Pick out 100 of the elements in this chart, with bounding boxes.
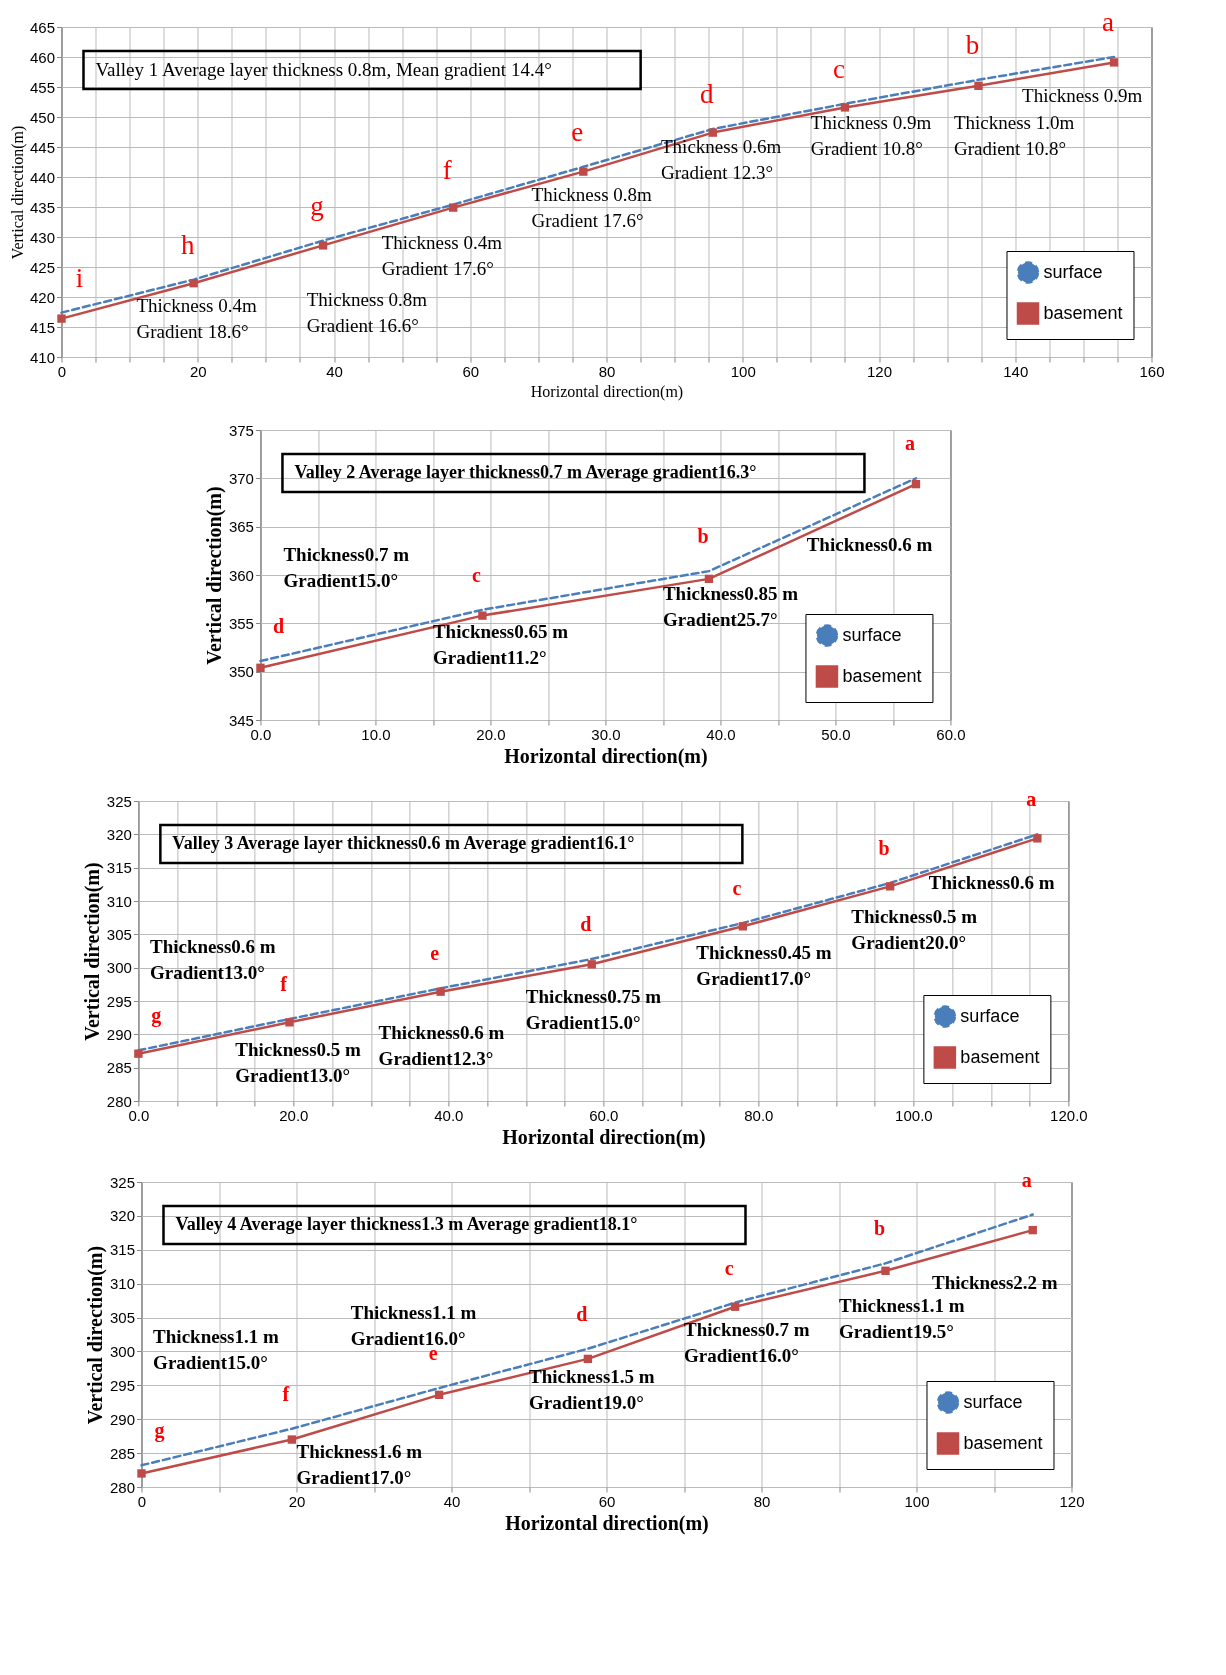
point (436, 987, 445, 996)
legend-label: basement (963, 1432, 1043, 1453)
text: Valley 4 Average layer thickness1.3 m Average gradient18.1° (175, 1214, 638, 1234)
annotation: h (180, 229, 195, 260)
y-tick-label: 325 (109, 1173, 135, 1191)
annotation: Thickness0.6 m Gradient13.0° (149, 935, 276, 983)
annotation: a (1026, 788, 1037, 811)
point (57, 314, 66, 323)
x-tick-label: 40.0 (706, 725, 736, 743)
annotation: d (576, 1302, 588, 1325)
x-tick-label: 120 (1059, 1492, 1085, 1510)
annotation: d (272, 615, 285, 638)
y-tick-label: 465 (29, 18, 55, 36)
annotation: i (75, 262, 84, 293)
annotation: Thickness0.6 m (806, 534, 933, 556)
y-tick-label: 290 (109, 1410, 135, 1428)
y-tick-label: 360 (228, 566, 254, 584)
annotation: f (442, 154, 452, 185)
y-tick-label: 350 (228, 663, 254, 681)
y-tick-label: 310 (106, 892, 132, 910)
y-tick-label: 320 (106, 825, 132, 843)
y-tick-label: 425 (29, 258, 55, 276)
point (840, 103, 850, 112)
x-axis-title: Horizontal direction(m) (530, 382, 684, 401)
legend-label: surface (963, 1391, 1023, 1412)
y-axis-title: Vertical direction(m) (202, 486, 226, 665)
annotation: b (965, 29, 980, 60)
point (587, 960, 596, 969)
annotation: Thickness1.1 m Gradient19.5° (838, 1295, 965, 1343)
x-tick-label: 10.0 (361, 725, 391, 743)
y-tick-label: 460 (29, 48, 55, 66)
x-tick-label: 60.0 (936, 725, 966, 743)
text: Valley 1 Average layer thickness 0.8m, Mean gradient 14.4° (95, 59, 552, 80)
annotation: Thickness0.85 m Gradient25.7° (662, 582, 799, 630)
x-tick-label: 40 (443, 1492, 461, 1510)
point (579, 167, 588, 176)
annotation: Thickness 1.0m Gradient 10.8° (953, 112, 1075, 159)
annotation: f (282, 1382, 290, 1405)
annotation: Thickness0.6 m Gradient12.3° (378, 1022, 505, 1070)
point (285, 1018, 294, 1027)
annotation: a (1102, 7, 1115, 37)
annotation: Thickness1.6 m Gradient17.0° (296, 1440, 423, 1488)
y-tick-label: 305 (106, 925, 132, 943)
annotation: Thickness0.5 m Gradient20.0° (851, 905, 978, 953)
annotation: Thickness 0.4m Gradient 18.6° (136, 295, 257, 342)
x-tick-label: 120 (866, 362, 893, 380)
y-tick-label: 375 (228, 421, 254, 439)
annotation: e (571, 116, 584, 147)
point (1028, 1225, 1037, 1235)
x-tick-label: 60 (598, 1492, 616, 1510)
annotation: Thickness 0.4m Gradient 17.6° (381, 232, 503, 279)
point (1033, 834, 1042, 843)
y-tick-label: 300 (109, 1342, 135, 1360)
annotation: Thickness0.7 m Gradient15.0° (283, 544, 410, 591)
legend-label: surface (960, 1005, 1020, 1026)
annotation: c (732, 877, 742, 899)
point (704, 574, 714, 584)
annotation: a (1021, 1168, 1032, 1191)
annotation: c (832, 53, 845, 84)
point (287, 1435, 297, 1444)
annotation: c (724, 1256, 734, 1279)
annotation: Thickness1.5 m Gradient19.0° (528, 1366, 655, 1414)
x-tick-label: 30.0 (591, 725, 621, 743)
text: Valley 3 Average layer thickness0.6 m Average gradient16.1° (172, 833, 635, 853)
y-tick-label: 320 (109, 1207, 135, 1225)
annotation: f (280, 973, 288, 995)
annotation: d (580, 913, 592, 935)
annotation: Thickness0.65 m Gradient11.2° (432, 621, 569, 669)
legend-label: surface (1043, 261, 1103, 282)
y-tick-label: 365 (228, 518, 254, 536)
annotation: Thickness0.5 m Gradient13.0° (235, 1039, 362, 1086)
annotation: Thickness 0.8m Gradient 17.6° (531, 184, 653, 231)
point (881, 1266, 890, 1275)
x-tick-label: 60.0 (589, 1106, 619, 1124)
point (134, 1049, 143, 1058)
point (434, 1390, 444, 1400)
x-tick-label: 140 (1003, 362, 1029, 380)
point (478, 611, 487, 620)
point (583, 1354, 593, 1364)
y-tick-label: 420 (29, 288, 55, 306)
y-tick-label: 295 (109, 1376, 135, 1394)
y-tick-label: 450 (29, 108, 55, 126)
y-tick-label: 315 (109, 1241, 135, 1259)
y-tick-label: 280 (109, 1478, 135, 1496)
legend-label: basement (1043, 302, 1123, 323)
annotation: Thickness0.45 m Gradient17.0° (696, 942, 832, 990)
text: Valley 2 Average layer thickness0.7 m Average gradient16.3° (294, 462, 757, 482)
y-tick-label: 455 (29, 78, 55, 96)
x-tick-label: 80.0 (744, 1106, 774, 1124)
y-tick-label: 410 (29, 348, 55, 366)
y-tick-label: 310 (109, 1275, 135, 1293)
point (1109, 58, 1119, 67)
point (449, 203, 458, 212)
x-tick-label: 50.0 (821, 725, 851, 743)
x-tick-label: 0 (57, 362, 67, 380)
x-tick-label: 20 (288, 1492, 306, 1510)
y-tick-label: 325 (106, 792, 132, 810)
y-tick-label: 370 (228, 469, 254, 487)
annotation: Thickness 0.6m Gradient 12.3° (660, 136, 782, 183)
annotation: Thickness 0.8m Gradient 16.6° (306, 289, 428, 336)
